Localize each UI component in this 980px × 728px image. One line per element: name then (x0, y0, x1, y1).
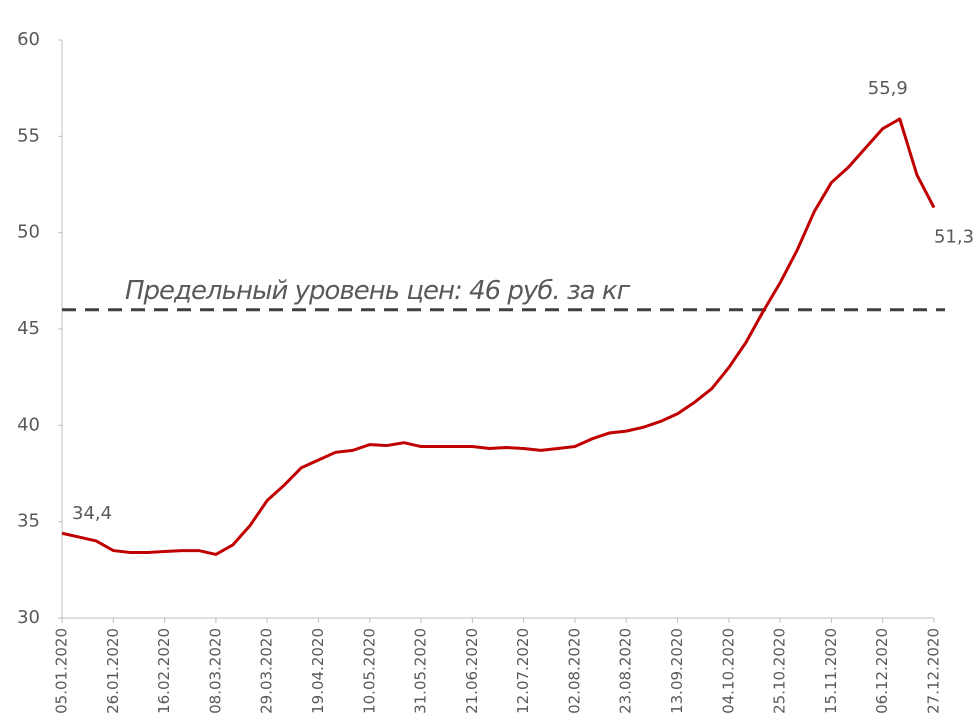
y-tick-label: 30 (17, 607, 40, 628)
y-tick-label: 40 (17, 414, 40, 435)
x-tick-label: 12.07.2020 (514, 628, 532, 714)
x-tick-label: 16.02.2020 (155, 628, 173, 714)
y-tick-label: 50 (17, 222, 40, 243)
y-tick-label: 45 (17, 318, 40, 339)
x-tick-label: 04.10.2020 (719, 628, 737, 714)
x-tick-label: 13.09.2020 (668, 628, 686, 714)
data-line (61, 117, 936, 556)
x-tick-label: 19.04.2020 (309, 628, 327, 714)
x-tick-label: 06.12.2020 (873, 628, 891, 714)
value-label: 34,4 (72, 503, 112, 524)
x-tick-label: 23.08.2020 (617, 628, 635, 714)
x-tick-label: 31.05.2020 (412, 628, 430, 714)
value-label: 51,3 (934, 227, 974, 248)
x-tick-label: 15.11.2020 (822, 628, 840, 714)
x-tick-label: 29.03.2020 (258, 628, 276, 714)
x-tick-label: 08.03.2020 (206, 628, 224, 714)
x-tick-label: 21.06.2020 (463, 628, 481, 714)
x-tick-label: 10.05.2020 (360, 628, 378, 714)
y-tick-label: 55 (17, 125, 40, 146)
x-tick-label: 27.12.2020 (925, 628, 943, 714)
x-tick-label: 02.08.2020 (565, 628, 583, 714)
value-label: 55,9 (868, 78, 908, 99)
threshold-label: Предельный уровень цен: 46 руб. за кг (125, 276, 631, 306)
x-tick-label: 26.01.2020 (104, 628, 122, 714)
y-tick-label: 35 (17, 511, 40, 532)
x-tick-label: 05.01.2020 (53, 628, 71, 714)
y-tick-label: 60 (17, 29, 40, 50)
x-tick-label: 25.10.2020 (771, 628, 789, 714)
